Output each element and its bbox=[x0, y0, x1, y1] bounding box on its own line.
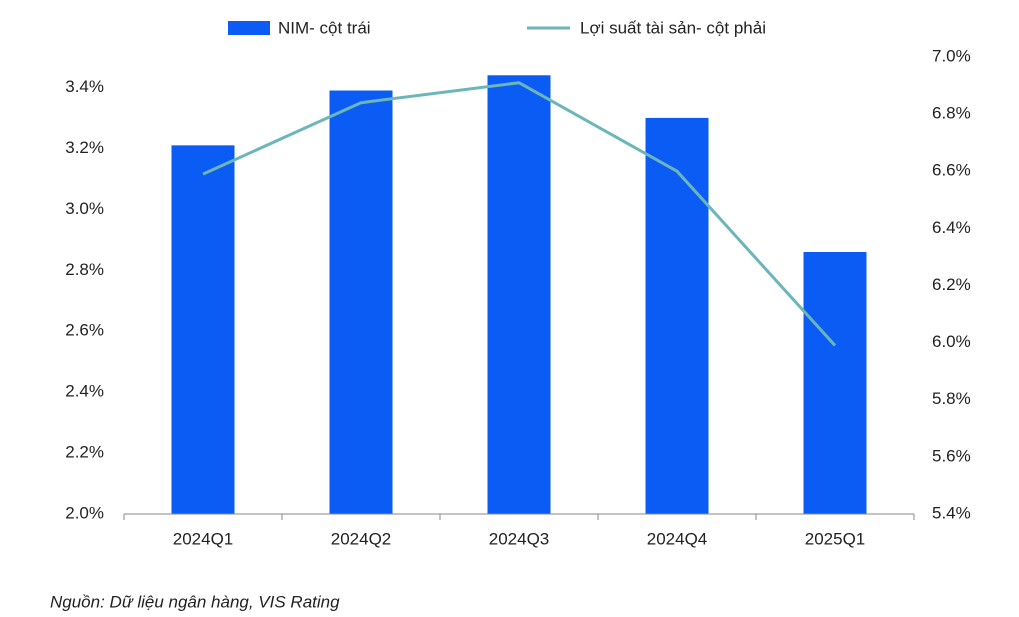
legend-swatch bbox=[228, 21, 270, 35]
legend-label: Lợi suất tài sản- cột phải bbox=[580, 18, 766, 37]
x-tick-label: 2024Q1 bbox=[173, 529, 234, 548]
y-tick-label: 3.2% bbox=[65, 138, 104, 157]
bar bbox=[803, 251, 867, 514]
bar bbox=[645, 117, 709, 514]
y2-tick-label: 6.6% bbox=[932, 161, 971, 180]
bar bbox=[487, 75, 551, 514]
y2-tick-label: 5.6% bbox=[932, 446, 971, 465]
y-tick-label: 2.2% bbox=[65, 443, 104, 462]
y2-tick-label: 5.8% bbox=[932, 389, 971, 408]
bar bbox=[171, 145, 235, 514]
y2-tick-label: 7.0% bbox=[932, 46, 971, 65]
y-tick-label: 2.8% bbox=[65, 260, 104, 279]
y-tick-label: 2.6% bbox=[65, 321, 104, 340]
y-tick-label: 3.4% bbox=[65, 77, 104, 96]
y-tick-label: 3.0% bbox=[65, 199, 104, 218]
line bbox=[202, 81, 837, 347]
y2-tick-label: 6.2% bbox=[932, 275, 971, 294]
y2-tick-label: 5.4% bbox=[932, 503, 971, 522]
x-tick-label: 2024Q3 bbox=[489, 529, 550, 548]
y-tick-label: 2.4% bbox=[65, 382, 104, 401]
legend-label: NIM- cột trái bbox=[278, 18, 371, 37]
y2-tick-label: 6.8% bbox=[932, 104, 971, 123]
x-tick-label: 2024Q4 bbox=[647, 529, 708, 548]
bar bbox=[329, 90, 393, 514]
y-tick-label: 2.0% bbox=[65, 503, 104, 522]
source-note: Nguồn: Dữ liệu ngân hàng, VIS Rating bbox=[50, 592, 340, 611]
y2-tick-label: 6.4% bbox=[932, 218, 971, 237]
y2-tick-label: 6.0% bbox=[932, 332, 971, 351]
x-tick-label: 2025Q1 bbox=[805, 529, 866, 548]
x-tick-label: 2024Q2 bbox=[331, 529, 392, 548]
